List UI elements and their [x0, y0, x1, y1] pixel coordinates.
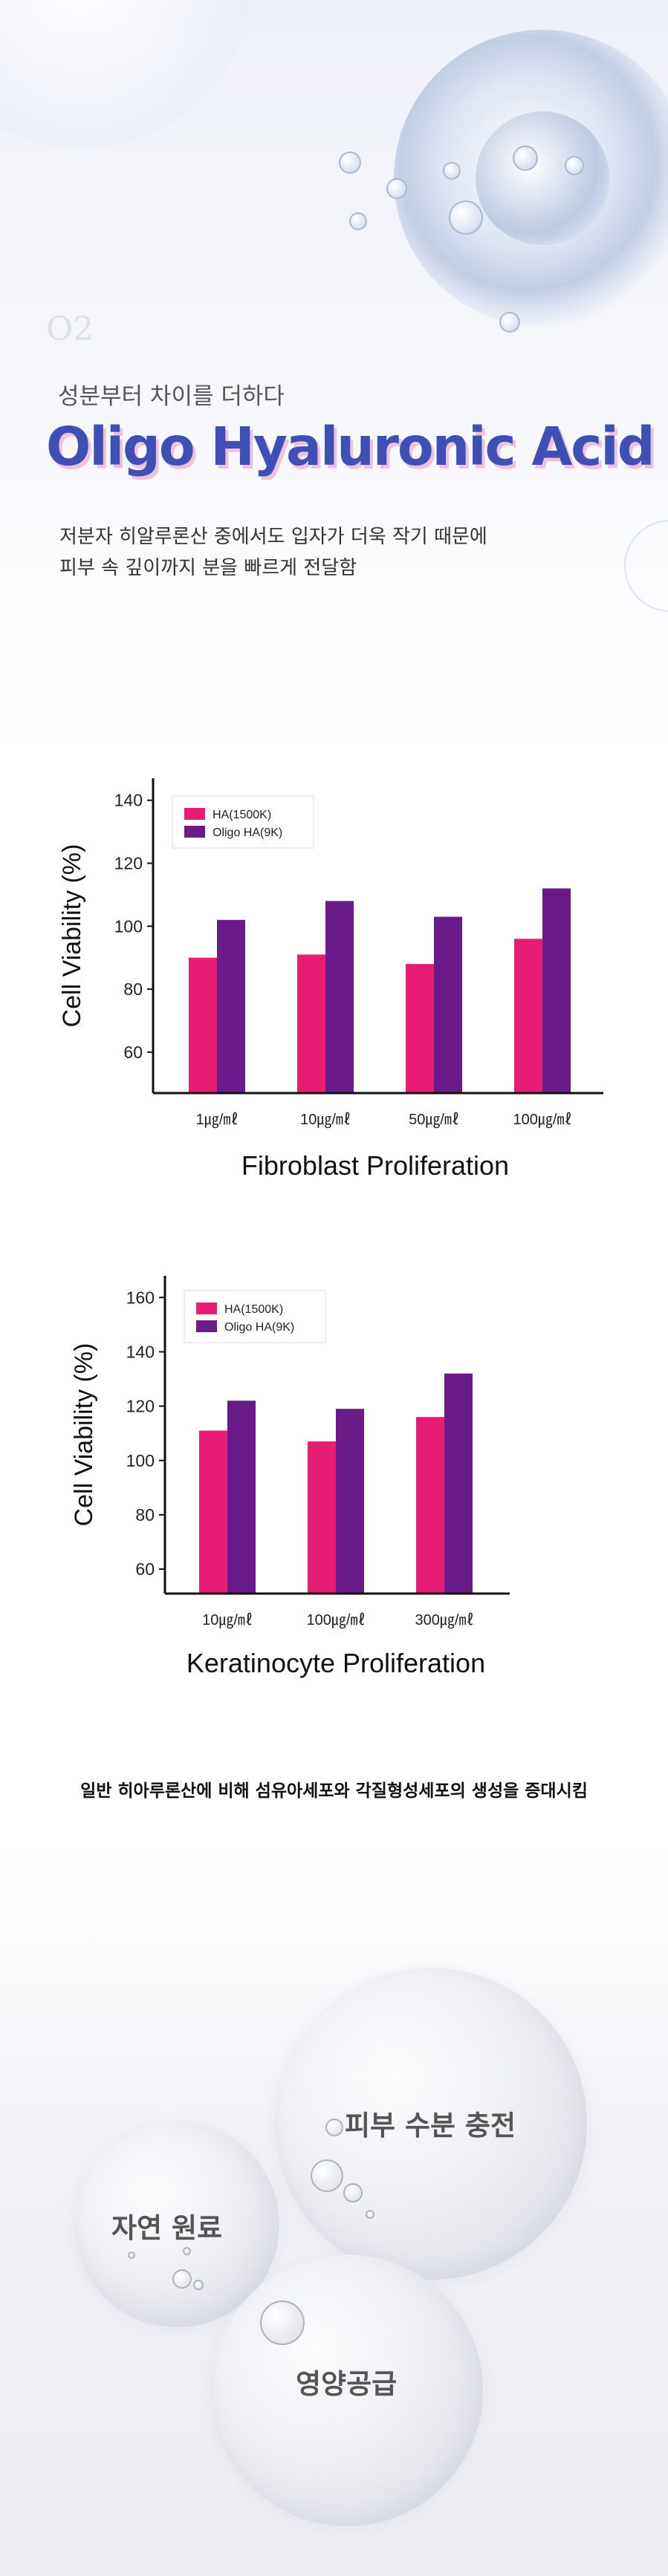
- bar: [444, 1373, 473, 1593]
- natural-label: 자연 원료: [111, 2212, 223, 2244]
- legend-swatch: [196, 1320, 217, 1332]
- molecule-bead: [565, 156, 584, 175]
- y-tick-label: 100: [126, 1451, 155, 1470]
- x-tick-label: 10㎍/㎖: [202, 1612, 253, 1628]
- water-drop: [311, 2159, 343, 2192]
- molecule-bead: [443, 162, 461, 180]
- molecule-core-image: [476, 111, 609, 245]
- water-drop: [325, 2119, 343, 2136]
- x-tick-label: 300㎍/㎖: [415, 1612, 474, 1628]
- bar: [189, 957, 217, 1092]
- y-tick-label: 120: [114, 853, 143, 873]
- legend-label: HA(1500K): [224, 1303, 283, 1316]
- nutrition-bubble: [211, 2254, 483, 2526]
- water-drop: [183, 2247, 191, 2255]
- y-tick-label: 80: [123, 979, 143, 999]
- decorative-ring: [624, 520, 668, 612]
- molecule-bead: [349, 212, 367, 230]
- hero-title: Oligo Hyaluronic Acid: [46, 416, 655, 477]
- legend-box: [184, 1290, 326, 1343]
- y-tick-label: 120: [126, 1397, 155, 1416]
- x-tick-label: 100㎍/㎖: [307, 1612, 366, 1628]
- keratinocyte-chart-svg: 60 80 100 120 140 160 Cell Viability (%) 10㎍/㎖ 1…: [70, 1276, 510, 1678]
- bar: [199, 1430, 227, 1593]
- bar: [227, 1401, 256, 1593]
- fibroblast-chart: 60 80 100 120 140 Cell Viability (%) 1㎍/㎖ 10㎍/㎖…: [0, 765, 668, 1196]
- y-tick-label: 140: [126, 1342, 155, 1361]
- hero-description: 저분자 히알루론산 중에서도 입자가 더욱 작기 때문에 피부 속 깊이까지 분…: [59, 521, 487, 584]
- legend-swatch: [184, 808, 205, 820]
- background-light-orb: [0, 0, 253, 149]
- y-tick-label: 140: [114, 791, 143, 810]
- y-tick-label: 160: [126, 1288, 155, 1307]
- chart-title: Fibroblast Proliferation: [241, 1150, 509, 1181]
- hero-description-line: 저분자 히알루론산 중에서도 입자가 더욱 작기 때문에: [59, 526, 487, 548]
- water-drop: [366, 2210, 374, 2219]
- y-tick-label: 80: [135, 1505, 155, 1525]
- legend-label: Oligo HA(9K): [224, 1321, 294, 1334]
- legend-swatch: [196, 1302, 217, 1314]
- water-drop: [260, 2301, 305, 2345]
- molecule-bead: [386, 178, 407, 199]
- x-tick-label: 100㎍/㎖: [513, 1112, 572, 1128]
- bar: [406, 964, 434, 1092]
- x-tick-label: 50㎍/㎖: [409, 1112, 459, 1128]
- y-tick-label: 60: [123, 1043, 143, 1062]
- bar: [416, 1417, 444, 1593]
- chart-title: Keratinocyte Proliferation: [187, 1648, 485, 1678]
- x-tick-label: 10㎍/㎖: [300, 1112, 351, 1128]
- fibroblast-chart-svg: 60 80 100 120 140 Cell Viability (%) 1㎍/㎖ 10㎍/㎖…: [58, 778, 603, 1181]
- legend-box: [172, 795, 314, 849]
- legend-swatch: [184, 826, 205, 838]
- hero-section: O2 성분부터 차이를 더하다 Oligo Hyaluronic Acid 저분…: [0, 0, 668, 757]
- y-tick-label: 60: [135, 1559, 155, 1579]
- bar: [434, 916, 462, 1092]
- features-section: 피부 수분 충전 자연 원료 영양공급: [0, 1842, 668, 2576]
- moisture-label: 피부 수분 충전: [345, 2110, 516, 2142]
- x-tick-label: 1㎍/㎖: [196, 1112, 239, 1128]
- molecule-bead: [339, 151, 361, 174]
- molecule-bead: [513, 146, 538, 171]
- molecule-bead: [449, 200, 483, 235]
- bar: [542, 888, 571, 1092]
- bar: [217, 919, 245, 1092]
- bar: [297, 954, 325, 1092]
- water-drop: [172, 2269, 192, 2289]
- water-drop: [193, 2280, 204, 2290]
- hero-description-line: 피부 속 깊이까지 분을 빠르게 전달함: [59, 557, 357, 579]
- bar: [336, 1409, 364, 1593]
- bar: [514, 939, 542, 1092]
- water-drop: [128, 2251, 135, 2259]
- legend-label: HA(1500K): [213, 809, 271, 821]
- water-drop: [343, 2183, 363, 2202]
- keratinocyte-chart: 60 80 100 120 140 160 Cell Viability (%) 10㎍/㎖ 1…: [0, 1262, 668, 1693]
- bar: [325, 901, 354, 1092]
- natural-bubble: [74, 2122, 279, 2327]
- y-axis-label: Cell Viability (%): [70, 1343, 98, 1527]
- y-tick-label: 100: [114, 916, 143, 936]
- nutrition-label: 영양공급: [296, 2368, 398, 2400]
- y-axis-label: Cell Viability (%): [58, 844, 86, 1028]
- ghost-o2-text: O2: [46, 310, 94, 348]
- hero-subtitle: 성분부터 차이를 더하다: [58, 383, 285, 410]
- result-caption: 일반 히아루론산에 비해 섬유아세포와 각질형성세포의 생성을 증대시킴: [80, 1781, 588, 1801]
- bar: [308, 1441, 336, 1593]
- molecule-bead: [499, 312, 520, 333]
- legend-label: Oligo HA(9K): [213, 826, 282, 839]
